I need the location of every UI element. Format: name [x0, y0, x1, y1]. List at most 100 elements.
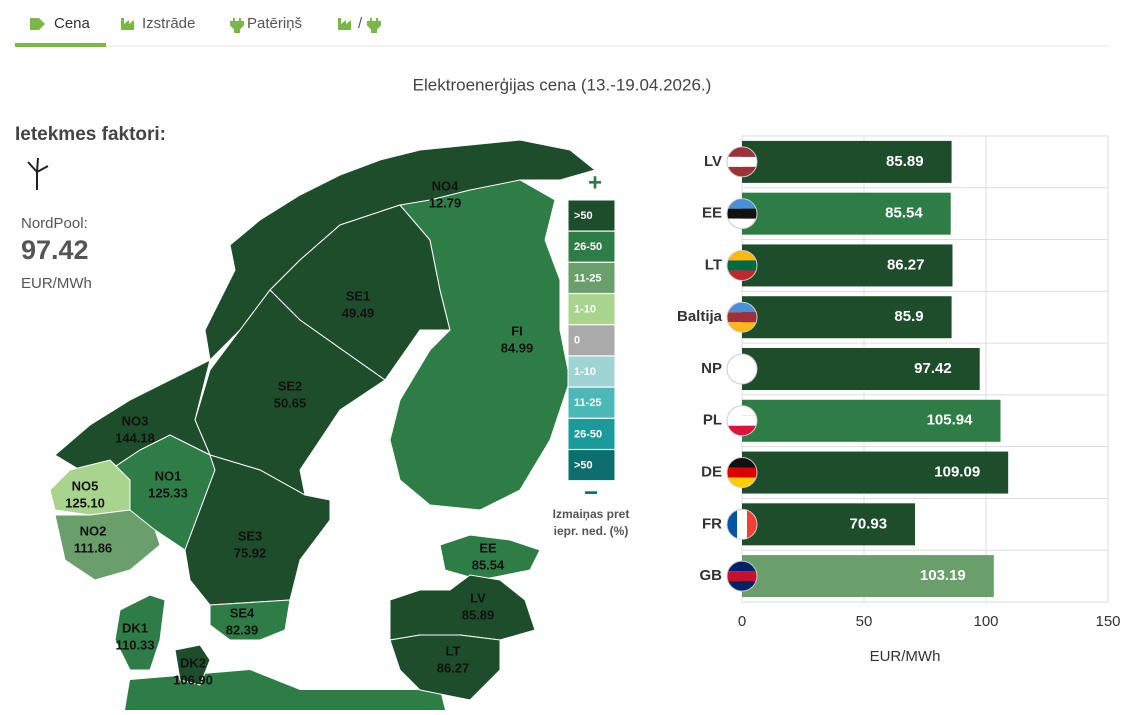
value-label: 85.9 — [894, 308, 923, 325]
legend-label: 1-10 — [574, 304, 596, 316]
legend-label: 0 — [574, 335, 580, 347]
map-region — [389, 179, 571, 511]
legend-caption: Izmaiņas pret — [553, 507, 630, 521]
tab[interactable]: Izstrāde — [142, 15, 195, 32]
region-value: 85.54 — [472, 557, 505, 572]
tab-underline — [15, 43, 106, 47]
flag-stripe — [727, 198, 757, 209]
flag-stripe — [727, 467, 757, 478]
flag-stripe — [727, 581, 757, 592]
tab[interactable]: Cena — [54, 15, 91, 32]
category-label: PL — [703, 412, 722, 429]
region-value: 144.18 — [115, 430, 155, 445]
tab[interactable]: Patēriņš — [247, 15, 302, 32]
flag-stripe — [727, 509, 737, 540]
region-name: NO5 — [72, 478, 99, 493]
nordpool-value: 97.42 — [21, 235, 89, 265]
flag-stripe — [727, 270, 757, 281]
page-title: Elektroenerģijas cena (13.-19.04.2026.) — [413, 75, 712, 94]
category-label: GB — [700, 567, 723, 584]
map-region — [114, 594, 166, 671]
flag-icon — [726, 146, 758, 178]
bar — [742, 451, 1009, 494]
category-label: LV — [704, 153, 722, 170]
region-name: SE2 — [278, 378, 303, 393]
land-hatched — [125, 670, 445, 710]
legend-swatch — [567, 355, 616, 388]
value-label: 103.19 — [920, 567, 966, 584]
category-label: LT — [705, 256, 722, 273]
x-tick-label: 0 — [738, 613, 746, 630]
legend-label: 11-25 — [574, 397, 602, 409]
plug-icon — [367, 18, 381, 33]
legend-swatch — [567, 199, 616, 232]
flag-stripe — [727, 405, 757, 416]
value-label: 86.27 — [887, 256, 925, 273]
bar — [742, 503, 916, 546]
region-value: 75.92 — [234, 545, 267, 560]
flag-icon — [726, 301, 758, 333]
bar — [742, 348, 980, 390]
flag-stripe — [727, 425, 757, 436]
x-tick-label: 100 — [973, 613, 998, 630]
tab[interactable]: / — [358, 15, 363, 32]
bar — [742, 192, 951, 235]
x-axis-title: EUR/MWh — [870, 648, 941, 665]
region-name: FI — [511, 323, 523, 338]
legend-plus: + — [588, 169, 602, 196]
legend-label: >50 — [574, 460, 593, 472]
factory-icon — [121, 18, 134, 30]
flag-stripe — [727, 146, 757, 157]
flag-border — [726, 405, 758, 437]
flag-stripe — [727, 415, 757, 426]
bar — [742, 555, 994, 598]
bar — [742, 296, 952, 339]
map-region — [54, 509, 161, 581]
region-value: 110.33 — [115, 637, 154, 652]
flag-stripe — [727, 166, 757, 177]
legend-caption: iepr. ned. (%) — [554, 524, 629, 538]
category-label: FR — [702, 515, 722, 532]
flag-stripe — [727, 364, 757, 374]
region-value: 85.89 — [462, 607, 495, 622]
flag-stripe — [727, 302, 757, 313]
flag-stripe — [737, 509, 747, 540]
flag-icon — [726, 249, 758, 281]
region-value: 12.79 — [429, 195, 462, 210]
region-name: LT — [446, 643, 461, 658]
flag-border — [726, 249, 758, 281]
bar — [742, 140, 952, 183]
flag-stripe — [727, 571, 757, 582]
category-label: DE — [701, 464, 722, 481]
legend-swatch — [567, 293, 616, 326]
flag-border — [726, 353, 758, 385]
flag-stripe — [747, 509, 757, 540]
region-name: NO4 — [432, 178, 460, 193]
flag-stripe — [727, 260, 757, 271]
flag-border — [726, 560, 758, 592]
legend-label: 26-50 — [574, 428, 602, 440]
flag-stripe — [727, 312, 757, 323]
nordpool-unit: EUR/MWh — [21, 275, 92, 292]
value-label: 109.09 — [934, 464, 980, 481]
flag-stripe — [727, 457, 757, 468]
legend-swatch — [567, 324, 616, 357]
flag-border — [726, 146, 758, 178]
x-tick-label: 50 — [856, 613, 873, 630]
region-name: SE1 — [346, 288, 371, 303]
region-value: 111.86 — [74, 540, 112, 555]
legend-label: 26-50 — [574, 241, 602, 253]
wind-icon — [27, 157, 49, 190]
region-value: 106.90 — [173, 672, 213, 687]
region-value: 86.27 — [437, 660, 470, 675]
value-label: 70.93 — [850, 515, 888, 532]
legend-swatch — [567, 386, 616, 419]
flag-icon — [726, 198, 758, 230]
map-region — [174, 644, 211, 686]
region-value: 84.99 — [501, 340, 534, 355]
region-value: 50.65 — [274, 395, 307, 410]
legend-label: 1-10 — [574, 366, 596, 378]
flag-stripe — [727, 218, 757, 229]
